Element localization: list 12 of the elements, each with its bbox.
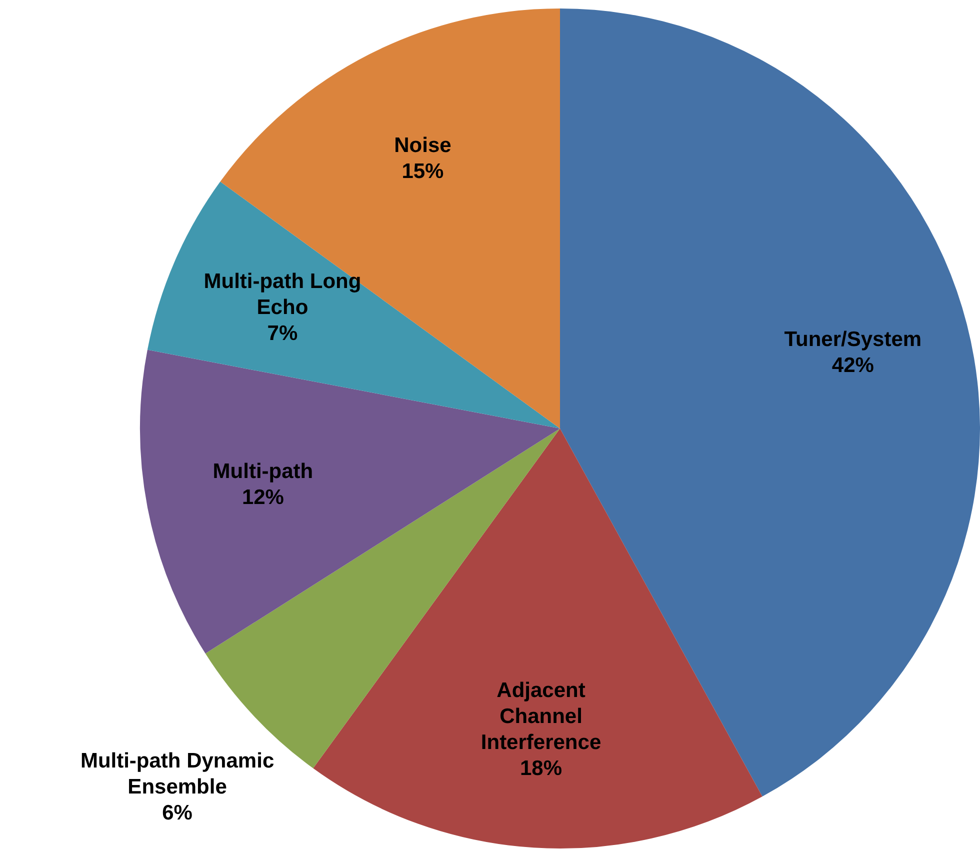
slice-label: Multi-path Dynamic Ensemble xyxy=(80,750,274,799)
data-label: 7% xyxy=(267,322,298,346)
slice-label: Multi-path Long Echo xyxy=(204,270,362,320)
data-label: 15% xyxy=(402,160,444,183)
slice-label: Multi-path xyxy=(212,460,314,483)
slice-label: Tuner/System xyxy=(784,328,922,352)
data-label: 12% xyxy=(242,486,284,509)
data-label: 6% xyxy=(162,802,193,825)
slice-label: Noise xyxy=(394,134,452,157)
slice-label: Adjacent Channel Interference xyxy=(480,679,602,754)
data-label: 18% xyxy=(520,757,562,780)
data-label: 42% xyxy=(832,354,874,378)
